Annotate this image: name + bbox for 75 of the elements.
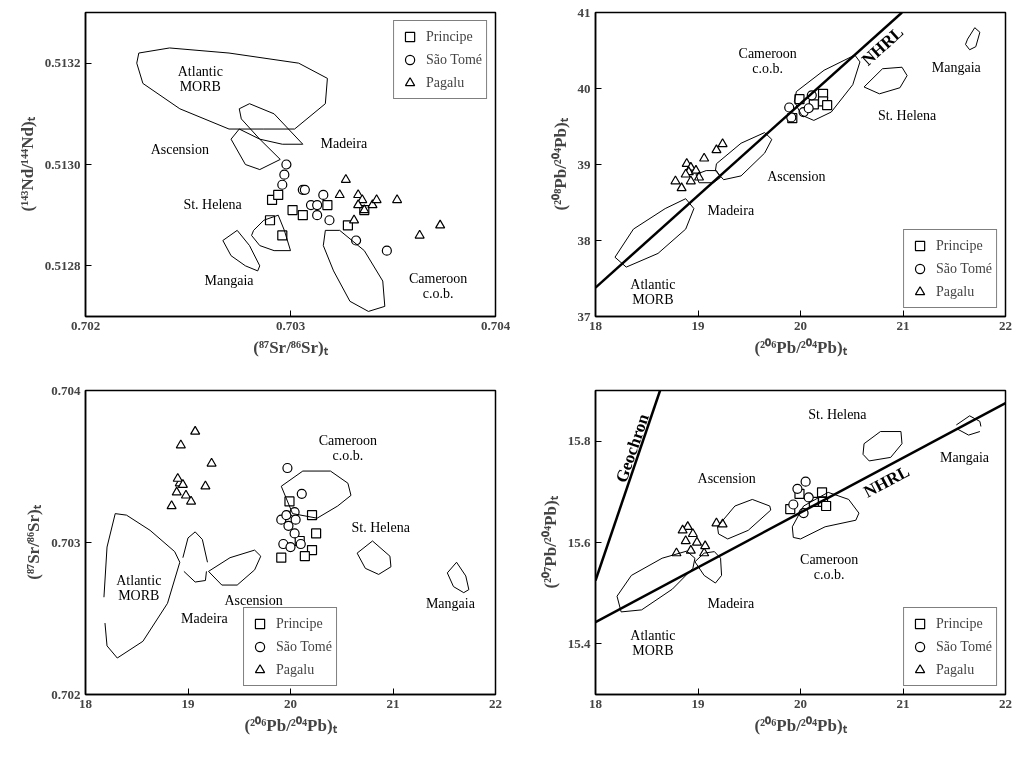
x-axis-title: (²⁰⁶Pb/²⁰⁴Pb)ₜ <box>754 715 848 735</box>
x-tick-label: 18 <box>589 695 603 711</box>
legend-label: Principe <box>936 236 983 255</box>
x-tick-label: 0.703 <box>275 317 306 333</box>
y-axis-title: (⁸⁷Sr/⁸⁶Sr)ₜ <box>24 504 44 580</box>
legend-label: Pagalu <box>936 660 975 679</box>
x-tick-label: 18 <box>79 695 93 711</box>
annotation: Cameroon c.o.b. <box>738 46 797 77</box>
annotation: Madeira <box>320 135 368 151</box>
annotation: Atlantic MORB <box>630 627 676 658</box>
x-tick-label: 19 <box>691 695 705 711</box>
annotation: Ascension <box>150 141 209 157</box>
y-tick-label: 37 <box>577 308 591 324</box>
legend-label: São Tomé <box>426 50 482 69</box>
annotation: Mangaia <box>940 449 990 465</box>
legend-label: São Tomé <box>276 637 332 656</box>
x-tick-label: 19 <box>181 695 195 711</box>
annotation: Cameroon c.o.b. <box>408 271 468 302</box>
annotation: St. Helena <box>877 108 938 124</box>
x-axis-title: (⁸⁷Sr/⁸⁶Sr)ₜ <box>253 337 329 357</box>
y-tick-label: 15.4 <box>567 635 591 651</box>
y-tick-label: 0.704 <box>51 382 81 398</box>
legend-label: Pagalu <box>276 660 315 679</box>
x-tick-label: 22 <box>999 317 1012 333</box>
legend-label: Principe <box>276 614 323 633</box>
x-tick-label: 21 <box>896 317 910 333</box>
annotation: Madeira <box>707 595 755 611</box>
annotation: Cameroon c.o.b. <box>800 551 859 582</box>
annotation: Madeira <box>181 611 229 626</box>
x-tick-label: 20 <box>794 317 807 333</box>
x-tick-label: 21 <box>896 695 910 711</box>
annotation: St. Helena <box>351 519 411 535</box>
x-tick-label: 19 <box>691 317 705 333</box>
annotation: Mangaia <box>931 59 982 75</box>
y-axis-title: (²⁰⁸Pb/²⁰⁴Pb)ₜ <box>550 117 570 211</box>
annotation: Atlantic MORB <box>116 573 162 604</box>
y-tick-label: 39 <box>577 156 591 172</box>
annotation: Atlantic MORB <box>177 64 223 95</box>
x-tick-label: 18 <box>589 317 603 333</box>
y-tick-label: 40 <box>577 80 591 96</box>
legend-label: Pagalu <box>936 282 975 301</box>
y-tick-label: 15.8 <box>567 433 591 449</box>
x-axis-title: (²⁰⁶Pb/²⁰⁴Pb)ₜ <box>244 715 338 735</box>
x-tick-label: 22 <box>489 695 502 711</box>
annotation: Atlantic MORB <box>630 277 676 308</box>
legend-label: Principe <box>936 614 983 633</box>
y-tick-label: 0.5128 <box>44 257 81 273</box>
x-tick-label: 21 <box>386 695 400 711</box>
annotation: St. Helena <box>183 196 243 212</box>
annotation: Mangaia <box>425 595 476 611</box>
y-tick-label: 41 <box>577 4 591 20</box>
y-tick-label: 0.703 <box>51 534 81 550</box>
y-axis-title: (¹⁴³Nd/¹⁴⁴Nd)ₜ <box>17 116 37 212</box>
annotation: Cameroon c.o.b. <box>318 433 378 464</box>
x-tick-label: 0.704 <box>480 317 511 333</box>
x-axis-title: (²⁰⁶Pb/²⁰⁴Pb)ₜ <box>754 337 848 357</box>
legend-label: São Tomé <box>936 637 992 656</box>
annotation: Ascension <box>697 471 756 487</box>
y-tick-label: 0.5132 <box>44 55 81 71</box>
x-tick-label: 22 <box>999 695 1012 711</box>
legend-label: Principe <box>426 27 473 46</box>
y-tick-label: 38 <box>577 232 591 248</box>
annotation: Madeira <box>707 202 755 218</box>
x-tick-label: 20 <box>794 695 807 711</box>
annotation: St. Helena <box>808 407 868 423</box>
y-axis-title: (²⁰⁷Pb/²⁰⁴Pb)ₜ <box>540 495 560 589</box>
y-tick-label: 15.6 <box>567 534 591 550</box>
annotation: Ascension <box>767 169 826 185</box>
y-tick-label: 0.5130 <box>44 156 81 172</box>
x-tick-label: 0.702 <box>70 317 101 333</box>
x-tick-label: 20 <box>284 695 297 711</box>
annotation: Mangaia <box>204 272 255 288</box>
legend-label: São Tomé <box>936 259 992 278</box>
legend-label: Pagalu <box>426 73 465 92</box>
annotation: Ascension <box>224 592 283 608</box>
